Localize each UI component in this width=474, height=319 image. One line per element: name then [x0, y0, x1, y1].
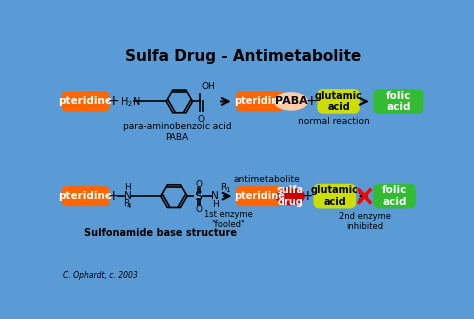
- FancyBboxPatch shape: [62, 186, 109, 206]
- Text: pteridine: pteridine: [235, 96, 285, 107]
- Text: Sulfonamide base structure: Sulfonamide base structure: [83, 228, 237, 239]
- Text: +: +: [301, 189, 313, 203]
- Text: sulfa
drug: sulfa drug: [277, 185, 304, 207]
- FancyBboxPatch shape: [373, 184, 416, 208]
- Text: O: O: [196, 180, 203, 189]
- Text: N: N: [211, 191, 219, 201]
- Text: O: O: [196, 205, 203, 214]
- Text: N: N: [124, 191, 131, 201]
- Ellipse shape: [274, 92, 308, 111]
- Text: +: +: [305, 94, 317, 108]
- Text: glutamic
acid: glutamic acid: [315, 91, 363, 112]
- Text: normal reaction: normal reaction: [299, 117, 370, 126]
- Text: 4: 4: [127, 203, 131, 209]
- Text: folic
acid: folic acid: [386, 91, 411, 112]
- Text: +: +: [108, 189, 119, 203]
- Text: glutamic
acid: glutamic acid: [311, 185, 359, 207]
- Text: OH: OH: [201, 82, 215, 91]
- Text: R: R: [124, 199, 130, 208]
- Text: R: R: [220, 183, 227, 192]
- Text: H$_2$N: H$_2$N: [120, 95, 140, 109]
- FancyBboxPatch shape: [236, 92, 284, 111]
- Ellipse shape: [275, 187, 305, 205]
- Text: C. Ophardt, c. 2003: C. Ophardt, c. 2003: [63, 271, 138, 280]
- Text: antimetabolite: antimetabolite: [234, 175, 301, 184]
- Text: +: +: [108, 94, 119, 108]
- Text: 1st enzyme
"fooled": 1st enzyme "fooled": [204, 210, 253, 229]
- Text: H: H: [212, 200, 219, 209]
- FancyBboxPatch shape: [317, 89, 360, 114]
- FancyBboxPatch shape: [62, 92, 109, 111]
- Text: pteridine: pteridine: [234, 191, 285, 201]
- FancyBboxPatch shape: [373, 89, 423, 114]
- Text: S: S: [194, 189, 202, 203]
- Text: 2nd enzyme
inhibited: 2nd enzyme inhibited: [338, 211, 391, 231]
- Text: H: H: [124, 183, 131, 192]
- FancyBboxPatch shape: [236, 186, 283, 206]
- Text: O: O: [198, 115, 205, 123]
- Text: 1: 1: [225, 187, 229, 193]
- Text: folic
acid: folic acid: [382, 185, 407, 207]
- Text: Sulfa Drug - Antimetabolite: Sulfa Drug - Antimetabolite: [125, 49, 361, 64]
- FancyBboxPatch shape: [313, 184, 356, 208]
- Text: pteridine: pteridine: [59, 191, 113, 201]
- Text: PABA: PABA: [274, 96, 307, 107]
- Text: pteridine: pteridine: [59, 96, 113, 107]
- Text: para-aminobenzoic acid
PABA: para-aminobenzoic acid PABA: [123, 122, 231, 142]
